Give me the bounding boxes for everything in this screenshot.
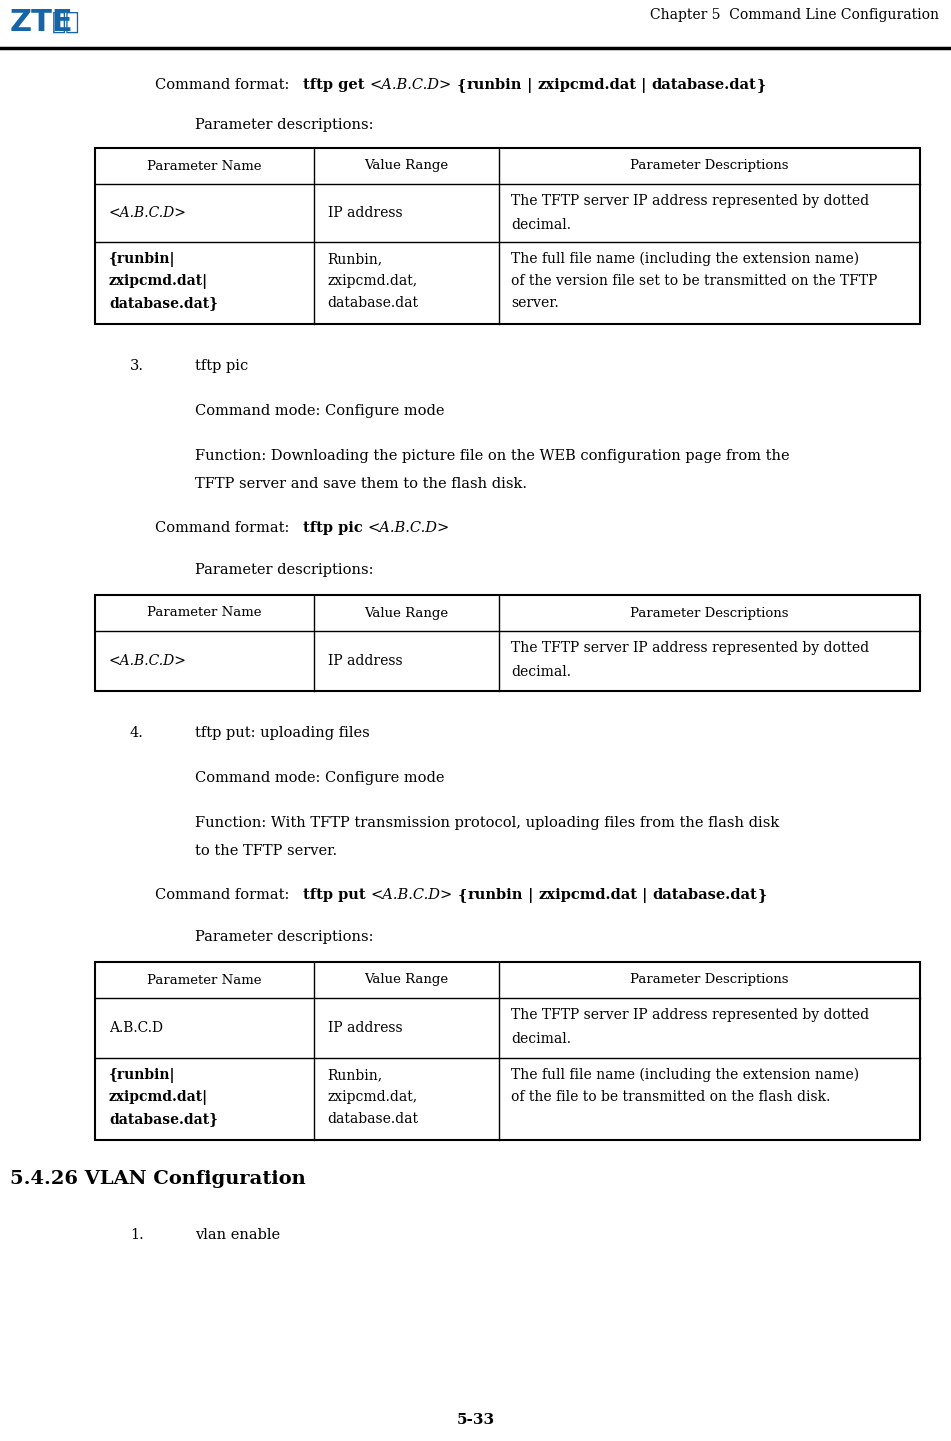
Text: The TFTP server IP address represented by dotted: The TFTP server IP address represented b…: [512, 195, 869, 208]
Text: zxipcmd.dat: zxipcmd.dat: [537, 78, 636, 92]
Text: database.dat: database.dat: [652, 888, 758, 902]
Text: 5-33: 5-33: [456, 1414, 495, 1427]
Text: Chapter 5  Command Line Configuration: Chapter 5 Command Line Configuration: [650, 9, 939, 22]
Text: {runbin|: {runbin|: [109, 1068, 176, 1084]
Text: Runbin,: Runbin,: [328, 252, 382, 267]
Text: IP address: IP address: [328, 1022, 402, 1035]
Bar: [95, 963, 920, 1140]
Text: TFTP server and save them to the flash disk.: TFTP server and save them to the flash d…: [195, 477, 527, 491]
Text: Value Range: Value Range: [364, 160, 449, 173]
Text: Command format:: Command format:: [155, 888, 294, 902]
Text: zxipcmd.dat,: zxipcmd.dat,: [328, 274, 417, 288]
Text: Value Range: Value Range: [364, 974, 449, 987]
Text: zxipcmd.dat|: zxipcmd.dat|: [109, 274, 208, 290]
Text: decimal.: decimal.: [512, 664, 572, 679]
Text: 1.: 1.: [130, 1228, 144, 1242]
Text: |: |: [637, 888, 652, 904]
Text: of the file to be transmitted on the flash disk.: of the file to be transmitted on the fla…: [512, 1089, 830, 1104]
Text: A.B.C.D: A.B.C.D: [109, 1022, 163, 1035]
Text: {runbin|: {runbin|: [109, 252, 176, 267]
Text: <A.B.C.D>: <A.B.C.D>: [370, 78, 452, 92]
Text: tftp pic: tftp pic: [303, 522, 368, 535]
Text: 中兴: 中兴: [52, 10, 80, 35]
Text: database.dat}: database.dat}: [109, 295, 218, 310]
Text: Parameter Descriptions: Parameter Descriptions: [631, 974, 789, 987]
Text: tftp put: tftp put: [303, 888, 371, 902]
Text: Value Range: Value Range: [364, 607, 449, 620]
Text: tftp put: uploading files: tftp put: uploading files: [195, 726, 370, 741]
Text: decimal.: decimal.: [512, 218, 572, 232]
Text: ZTE: ZTE: [10, 9, 73, 37]
Text: 4.: 4.: [130, 726, 144, 741]
Text: database.dat: database.dat: [328, 295, 418, 310]
Text: The TFTP server IP address represented by dotted: The TFTP server IP address represented b…: [512, 641, 869, 656]
Text: |: |: [522, 78, 537, 94]
Text: Parameter descriptions:: Parameter descriptions:: [195, 118, 374, 133]
Bar: [95, 595, 920, 692]
Text: The full file name (including the extension name): The full file name (including the extens…: [512, 252, 860, 267]
Text: {: {: [453, 888, 467, 902]
Text: }: }: [756, 78, 766, 92]
Text: IP address: IP address: [328, 206, 402, 220]
Text: <A.B.C.D>: <A.B.C.D>: [109, 206, 187, 220]
Text: Parameter Name: Parameter Name: [147, 160, 262, 173]
Text: Parameter Descriptions: Parameter Descriptions: [631, 607, 789, 620]
Text: Parameter Descriptions: Parameter Descriptions: [631, 160, 789, 173]
Text: runbin: runbin: [467, 888, 523, 902]
Text: zxipcmd.dat: zxipcmd.dat: [538, 888, 637, 902]
Text: database.dat: database.dat: [328, 1112, 418, 1125]
Text: Parameter descriptions:: Parameter descriptions:: [195, 563, 374, 576]
Text: The TFTP server IP address represented by dotted: The TFTP server IP address represented b…: [512, 1009, 869, 1022]
Text: Command format:: Command format:: [155, 522, 294, 535]
Text: <A.B.C.D>: <A.B.C.D>: [109, 654, 187, 669]
Text: {: {: [452, 78, 466, 92]
Text: of the version file set to be transmitted on the TFTP: of the version file set to be transmitte…: [512, 274, 878, 288]
Text: The full file name (including the extension name): The full file name (including the extens…: [512, 1068, 860, 1082]
Text: }: }: [758, 888, 767, 902]
Text: 3.: 3.: [130, 359, 144, 373]
Text: tftp pic: tftp pic: [195, 359, 248, 373]
Text: Function: With TFTP transmission protocol, uploading files from the flash disk: Function: With TFTP transmission protoco…: [195, 816, 779, 830]
Text: Command mode: Configure mode: Command mode: Configure mode: [195, 403, 444, 418]
Text: vlan enable: vlan enable: [195, 1228, 281, 1242]
Text: 5.4.26 VLAN Configuration: 5.4.26 VLAN Configuration: [10, 1170, 306, 1187]
Text: database.dat}: database.dat}: [109, 1112, 218, 1125]
Text: Command mode: Configure mode: Command mode: Configure mode: [195, 771, 444, 785]
Bar: [95, 148, 920, 324]
Text: server.: server.: [512, 295, 559, 310]
Text: IP address: IP address: [328, 654, 402, 669]
Text: runbin: runbin: [466, 78, 522, 92]
Text: to the TFTP server.: to the TFTP server.: [195, 844, 337, 857]
Text: decimal.: decimal.: [512, 1032, 572, 1046]
Text: tftp get: tftp get: [303, 78, 370, 92]
Text: Parameter Name: Parameter Name: [147, 974, 262, 987]
Text: |: |: [636, 78, 651, 94]
Text: zxipcmd.dat|: zxipcmd.dat|: [109, 1089, 208, 1105]
Text: <A.B.C.D>: <A.B.C.D>: [371, 888, 453, 902]
Text: Runbin,: Runbin,: [328, 1068, 382, 1082]
Text: zxipcmd.dat,: zxipcmd.dat,: [328, 1089, 417, 1104]
Text: |: |: [523, 888, 538, 904]
Text: Function: Downloading the picture file on the WEB configuration page from the: Function: Downloading the picture file o…: [195, 450, 789, 463]
Text: Parameter descriptions:: Parameter descriptions:: [195, 929, 374, 944]
Text: database.dat: database.dat: [651, 78, 756, 92]
Text: Parameter Name: Parameter Name: [147, 607, 262, 620]
Text: <A.B.C.D>: <A.B.C.D>: [368, 522, 450, 535]
Text: Command format:: Command format:: [155, 78, 294, 92]
